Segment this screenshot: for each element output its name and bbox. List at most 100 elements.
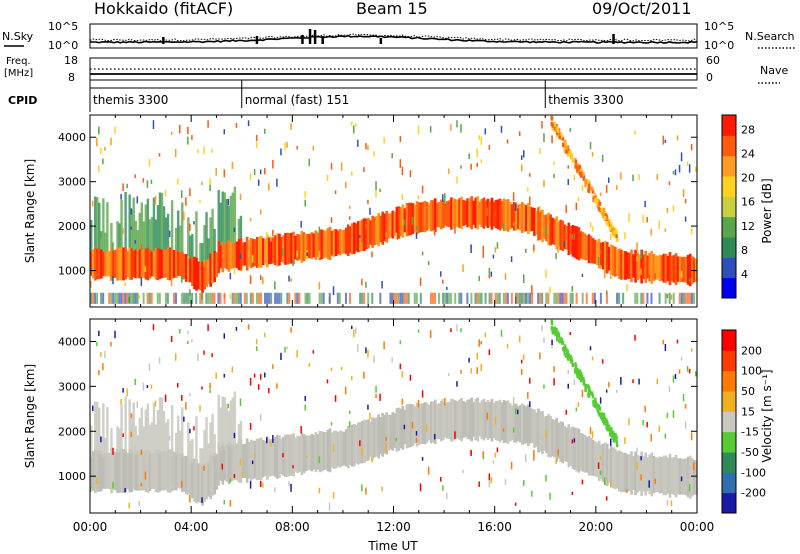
velocity-cell bbox=[207, 443, 210, 466]
power-cell bbox=[603, 240, 607, 273]
power-cell bbox=[296, 250, 298, 258]
velocity-cell bbox=[579, 432, 583, 471]
power-cell bbox=[680, 270, 683, 278]
power-cell bbox=[407, 202, 411, 236]
power-cell bbox=[187, 292, 190, 304]
noise-tick-top-right: 10^5 bbox=[704, 20, 734, 33]
power-cell bbox=[312, 233, 316, 258]
velocity-cell bbox=[587, 389, 591, 394]
velocity-cell bbox=[112, 451, 115, 491]
velocity-cell bbox=[415, 402, 419, 447]
velocity-cell bbox=[154, 449, 158, 493]
velocity-cell bbox=[334, 430, 338, 469]
velocity-cell bbox=[581, 389, 584, 398]
power-cell bbox=[100, 147, 102, 155]
power-cell bbox=[162, 206, 166, 250]
power-cell bbox=[116, 221, 119, 248]
noise-tick-bottom-left: 10^0 bbox=[48, 39, 78, 52]
power-cell bbox=[474, 292, 477, 304]
power-cell bbox=[126, 250, 130, 277]
power-cell bbox=[100, 249, 103, 279]
velocity-cell bbox=[608, 431, 612, 436]
power-cell bbox=[395, 292, 398, 304]
velocity-cell bbox=[605, 496, 608, 501]
power-cell bbox=[385, 210, 389, 243]
velocity-cell bbox=[255, 346, 258, 352]
power-cell bbox=[348, 226, 352, 253]
power-cell bbox=[264, 128, 266, 134]
power-cell bbox=[456, 176, 458, 184]
power-cell bbox=[239, 292, 242, 304]
power-cell bbox=[209, 184, 211, 192]
velocity-cell bbox=[506, 343, 509, 349]
velocity-cell bbox=[533, 449, 535, 456]
velocity-cell bbox=[666, 412, 669, 419]
power-cell bbox=[642, 254, 645, 279]
velocity-cell bbox=[237, 424, 241, 445]
velocity-cell bbox=[100, 352, 102, 357]
power-cell bbox=[584, 183, 587, 188]
power-cell bbox=[476, 148, 478, 158]
power-cell bbox=[618, 292, 621, 304]
velocity-cell bbox=[219, 407, 222, 451]
velocity-cell bbox=[599, 455, 602, 460]
power-cell bbox=[146, 247, 150, 281]
velocity-cell bbox=[272, 364, 274, 369]
power-cell bbox=[304, 191, 306, 198]
power-cell bbox=[597, 256, 600, 266]
power-cell bbox=[166, 213, 170, 248]
velocity-cell bbox=[561, 340, 565, 345]
colorbar-frame bbox=[721, 114, 737, 299]
power-cell bbox=[296, 234, 300, 261]
velocity-cell bbox=[640, 456, 642, 461]
power-cell bbox=[591, 226, 594, 232]
power-cell bbox=[450, 124, 452, 131]
power-cell bbox=[229, 294, 232, 299]
power-cell bbox=[355, 123, 357, 127]
power-cell bbox=[272, 229, 274, 237]
power-cell bbox=[318, 229, 322, 260]
velocity-cell bbox=[573, 427, 577, 470]
velocity-cell bbox=[181, 407, 184, 457]
power-cell bbox=[512, 192, 515, 201]
nave-label: Nave bbox=[760, 64, 788, 77]
power-cell bbox=[150, 292, 153, 304]
nave-tick-60: 60 bbox=[706, 54, 720, 67]
power-cell bbox=[124, 282, 126, 287]
velocity-cell bbox=[128, 399, 131, 454]
colorbar-swatch bbox=[722, 115, 736, 136]
velocity-cell bbox=[170, 450, 174, 492]
velocity-cell bbox=[191, 459, 194, 499]
power-cell bbox=[235, 292, 238, 304]
power-cell bbox=[239, 215, 243, 239]
velocity-cell bbox=[353, 329, 355, 338]
power-cell bbox=[231, 242, 235, 269]
power-cell bbox=[553, 218, 556, 246]
power-cell bbox=[456, 120, 458, 128]
velocity-cell bbox=[399, 363, 402, 370]
x-tick-label: 12:00 bbox=[376, 520, 411, 534]
power-cell bbox=[189, 258, 192, 283]
velocity-cell bbox=[397, 407, 401, 451]
power-cell bbox=[170, 277, 173, 287]
power-cell bbox=[371, 251, 373, 258]
power-cell bbox=[209, 253, 212, 287]
power-cell bbox=[268, 183, 270, 191]
date-title: 09/Oct/2011 bbox=[592, 0, 692, 18]
power-cell bbox=[130, 292, 133, 304]
power-cell bbox=[298, 292, 301, 304]
power-cell bbox=[174, 292, 178, 304]
velocity-cell bbox=[183, 455, 186, 492]
power-cell bbox=[164, 217, 168, 251]
power-cell bbox=[162, 249, 166, 278]
velocity-cell bbox=[488, 401, 492, 439]
power-cell bbox=[607, 177, 610, 183]
velocity-cell bbox=[274, 436, 277, 478]
velocity-cell bbox=[514, 502, 517, 506]
velocity-cell bbox=[549, 492, 551, 500]
power-cell bbox=[330, 217, 333, 223]
power-cell bbox=[261, 276, 264, 285]
power-cell bbox=[614, 227, 617, 232]
velocity-cell bbox=[357, 344, 359, 352]
velocity-cell bbox=[522, 354, 525, 360]
